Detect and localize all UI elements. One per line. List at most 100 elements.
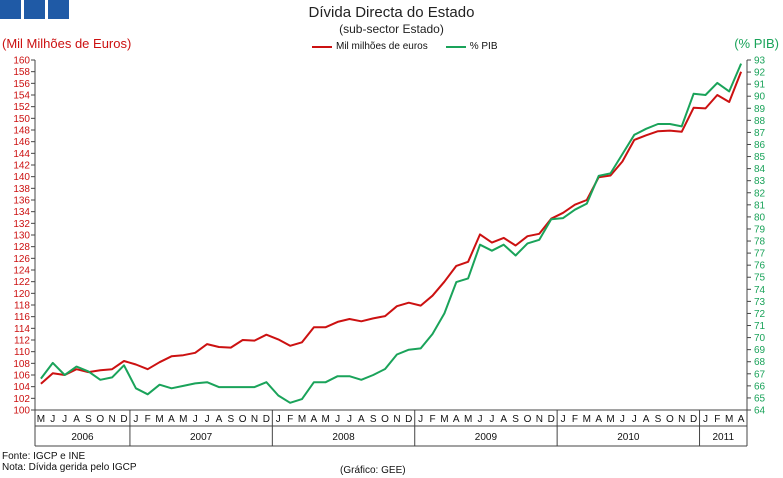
- logo: [0, 0, 69, 19]
- chart-title: Dívida Directa do Estado: [308, 4, 475, 21]
- chart-credit: (Gráfico: GEE): [340, 465, 406, 476]
- y-right-tick-label: 68: [754, 357, 766, 368]
- series-line-pib: [40, 63, 743, 404]
- y-left-tick-label: 150: [13, 114, 30, 125]
- y-left-tick-label: 138: [13, 184, 30, 195]
- y-left-tick-label: 160: [13, 56, 30, 67]
- y-right-tick-label: 87: [754, 128, 766, 139]
- legend-item-euros: Mil milhões de euros: [312, 41, 428, 52]
- y-left-tick-label: 120: [13, 289, 30, 300]
- x-month-label: M: [322, 414, 330, 425]
- y-left-tick-label: 108: [13, 359, 30, 370]
- y-right-tick-label: 78: [754, 237, 766, 248]
- y-left-tick-label: 156: [13, 79, 30, 90]
- x-month-label: S: [370, 414, 377, 425]
- y-left-tick-label: 136: [13, 196, 30, 207]
- x-month-label: F: [572, 414, 578, 425]
- logo-block: [48, 0, 69, 19]
- x-month-label: F: [145, 414, 151, 425]
- y-left-tick-label: 104: [13, 382, 30, 393]
- x-year-label: 2007: [190, 432, 213, 443]
- y-right-tick-label: 66: [754, 381, 766, 392]
- x-month-label: M: [298, 414, 306, 425]
- x-month-label: M: [606, 414, 614, 425]
- y-right-tick-label: 77: [754, 249, 766, 260]
- y-right-tick-label: 74: [754, 285, 766, 296]
- x-month-label: F: [429, 414, 435, 425]
- x-month-label: D: [690, 414, 697, 425]
- y-left-tick-label: 140: [13, 172, 30, 183]
- y-right-tick-label: 88: [754, 116, 766, 127]
- y-left-tick-label: 128: [13, 242, 30, 253]
- y-left-tick-label: 110: [14, 347, 30, 358]
- y-left-tick-label: 114: [14, 324, 30, 335]
- x-month-label: J: [478, 414, 483, 425]
- x-month-label: M: [37, 414, 45, 425]
- x-month-label: N: [251, 414, 258, 425]
- y-left-tick-label: 106: [13, 371, 30, 382]
- x-month-label: M: [179, 414, 187, 425]
- x-month-label: M: [155, 414, 163, 425]
- y-right-tick-label: 82: [754, 188, 766, 199]
- y-left-tick-label: 118: [14, 301, 30, 312]
- x-month-label: J: [193, 414, 198, 425]
- y-right-tick-label: 67: [754, 369, 766, 380]
- y-right-tick-label: 71: [754, 321, 766, 332]
- y-left-tick-label: 134: [13, 207, 30, 218]
- x-month-label: A: [358, 414, 365, 425]
- x-month-label: J: [50, 414, 55, 425]
- y-left-tick-label: 144: [13, 149, 30, 160]
- x-month-label: A: [738, 414, 745, 425]
- x-year-label: 2009: [475, 432, 498, 443]
- legend: Mil milhões de euros % PIB: [312, 41, 498, 52]
- y-axis-right-label: (% PIB): [734, 36, 779, 51]
- x-month-label: A: [500, 414, 507, 425]
- x-month-label: S: [85, 414, 92, 425]
- y-right-tick-label: 79: [754, 224, 766, 235]
- y-left-tick-label: 124: [13, 266, 30, 277]
- y-left-tick-label: 152: [13, 102, 30, 113]
- y-left-tick-label: 102: [13, 394, 30, 405]
- y-left-tick-label: 112: [14, 336, 30, 347]
- x-month-label: M: [725, 414, 733, 425]
- x-month-label: O: [381, 414, 389, 425]
- y-right-tick-label: 86: [754, 140, 766, 151]
- y-right-tick-label: 89: [754, 104, 766, 115]
- x-month-label: J: [347, 414, 352, 425]
- x-month-label: J: [620, 414, 625, 425]
- x-month-label: A: [168, 414, 175, 425]
- legend-swatch-pib: [445, 45, 466, 48]
- y-right-tick-label: 76: [754, 261, 766, 272]
- y-right-tick-label: 64: [754, 406, 766, 417]
- y-right-tick-label: 83: [754, 176, 766, 187]
- y-right-tick-label: 72: [754, 309, 766, 320]
- x-month-label: N: [109, 414, 116, 425]
- x-month-label: J: [632, 414, 637, 425]
- x-month-label: O: [524, 414, 532, 425]
- y-right-tick-label: 93: [754, 56, 766, 67]
- legend-swatch-euros: [312, 45, 332, 48]
- x-month-label: F: [287, 414, 293, 425]
- y-left-tick-label: 154: [13, 91, 30, 102]
- x-year-label: 2011: [713, 432, 735, 443]
- x-month-label: D: [405, 414, 412, 425]
- y-left-tick-label: 146: [13, 137, 30, 148]
- x-month-label: D: [263, 414, 270, 425]
- x-month-label: J: [703, 414, 708, 425]
- x-month-label: S: [655, 414, 662, 425]
- x-month-label: S: [512, 414, 519, 425]
- x-month-label: A: [311, 414, 318, 425]
- x-month-label: M: [440, 414, 448, 425]
- x-month-label: F: [714, 414, 720, 425]
- x-month-label: J: [133, 414, 138, 425]
- y-right-tick-label: 85: [754, 152, 766, 163]
- x-month-label: S: [227, 414, 234, 425]
- x-month-label: J: [205, 414, 210, 425]
- x-month-label: J: [489, 414, 494, 425]
- y-right-tick-label: 92: [754, 68, 766, 79]
- y-left-tick-label: 158: [13, 67, 30, 78]
- y-right-tick-label: 90: [754, 92, 766, 103]
- x-month-label: O: [96, 414, 104, 425]
- y-right-tick-label: 84: [754, 164, 766, 175]
